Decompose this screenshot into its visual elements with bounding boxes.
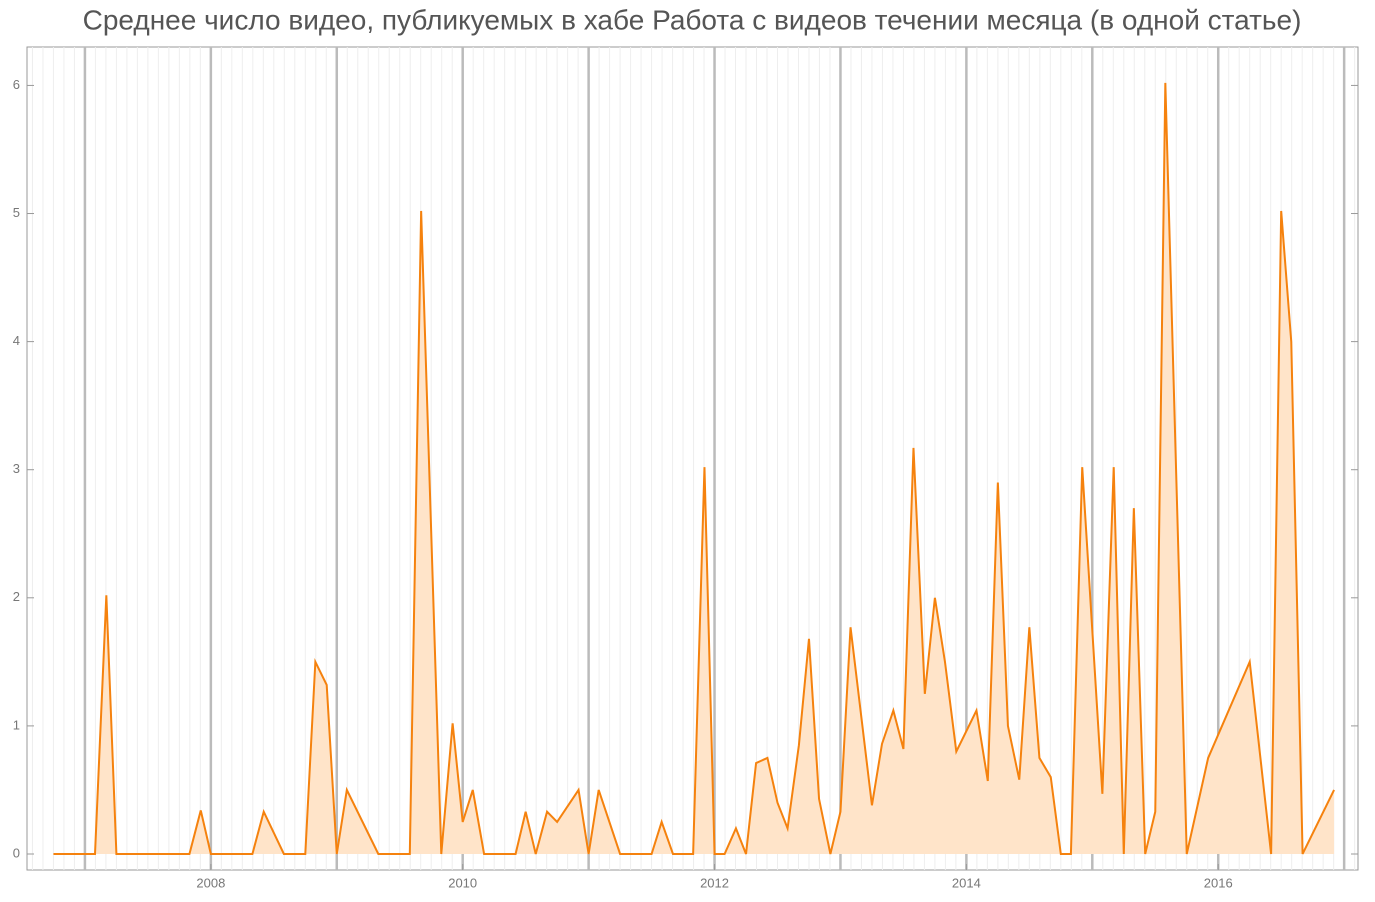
y-tick-label: 1 (13, 717, 20, 732)
area-fill (53, 82, 1335, 854)
plot-frame (26, 46, 1359, 871)
y-tick-label: 6 (13, 77, 20, 92)
y-tick-label: 5 (13, 205, 20, 220)
x-tick-label: 2008 (196, 875, 225, 890)
y-tick-label: 4 (13, 333, 20, 348)
chart-title: Среднее число видео, публикуемых в хабе … (83, 4, 1302, 35)
x-tick-label: 2014 (952, 875, 981, 890)
line (53, 82, 1335, 855)
y-tick-label: 2 (13, 589, 20, 604)
x-tick-label: 2016 (1204, 875, 1233, 890)
x-tick-label: 2010 (448, 875, 477, 890)
x-tick-label: 2012 (700, 875, 729, 890)
y-tick-label: 0 (13, 845, 20, 860)
y-tick-label: 3 (13, 461, 20, 476)
